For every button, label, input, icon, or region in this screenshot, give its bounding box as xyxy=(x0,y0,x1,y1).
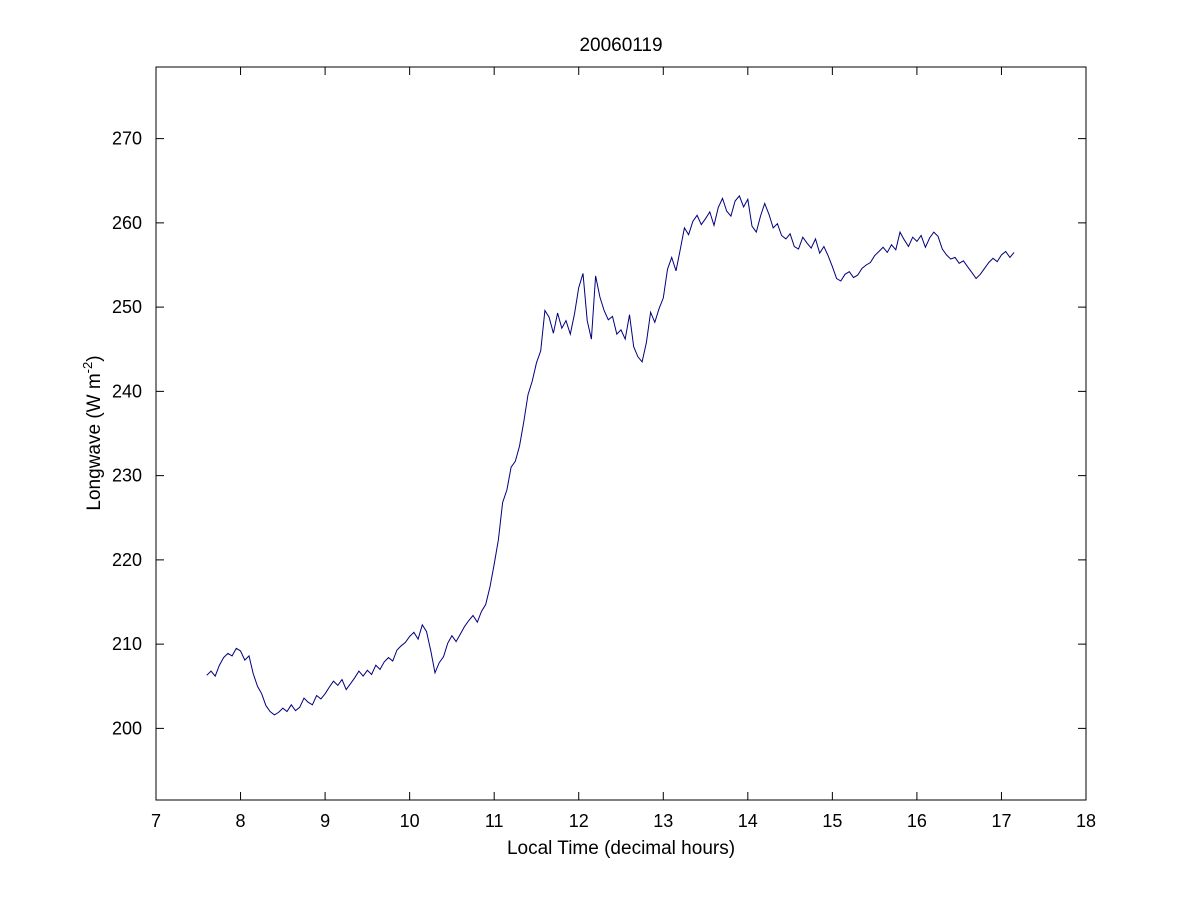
y-tick-label-6: 260 xyxy=(112,213,142,233)
y-tick-label-3: 230 xyxy=(112,466,142,486)
x-tick-label-0: 7 xyxy=(151,811,161,831)
y-tick-label-7: 270 xyxy=(112,129,142,149)
x-tick-label-5: 12 xyxy=(569,811,589,831)
y-tick-label-2: 220 xyxy=(112,550,142,570)
x-tick-label-10: 17 xyxy=(991,811,1011,831)
x-tick-label-4: 11 xyxy=(485,811,504,831)
y-axis-label-suffix: ) xyxy=(84,355,105,361)
plot-area-frame xyxy=(155,66,1087,801)
y-axis-label-exponent: -2 xyxy=(80,362,95,374)
x-tick-label-2: 9 xyxy=(320,811,330,831)
x-tick-label-9: 16 xyxy=(907,811,927,831)
x-tick-label-8: 15 xyxy=(822,811,842,831)
x-tick-label-6: 13 xyxy=(653,811,673,831)
y-axis: 200 210 220 230 240 250 260 270 xyxy=(112,129,1086,738)
x-tick-label-1: 8 xyxy=(236,811,246,831)
longwave-series-line xyxy=(206,194,1015,716)
y-tick-label-4: 240 xyxy=(112,381,142,401)
y-axis-label: Longwave (W m-2) xyxy=(80,355,105,510)
x-axis-label: Local Time (decimal hours) xyxy=(507,838,735,859)
y-axis-label-main: Longwave (W m xyxy=(84,373,105,510)
x-tick-label-7: 14 xyxy=(738,811,758,831)
x-axis: 7 8 9 10 11 12 13 14 15 16 17 18 xyxy=(151,67,1096,831)
x-tick-label-3: 10 xyxy=(400,811,420,831)
x-tick-label-11: 18 xyxy=(1076,811,1096,831)
y-tick-label-1: 210 xyxy=(112,634,142,654)
y-tick-label-0: 200 xyxy=(112,718,142,738)
chart-title: 20060119 xyxy=(579,35,662,56)
y-tick-label-5: 250 xyxy=(112,297,142,317)
